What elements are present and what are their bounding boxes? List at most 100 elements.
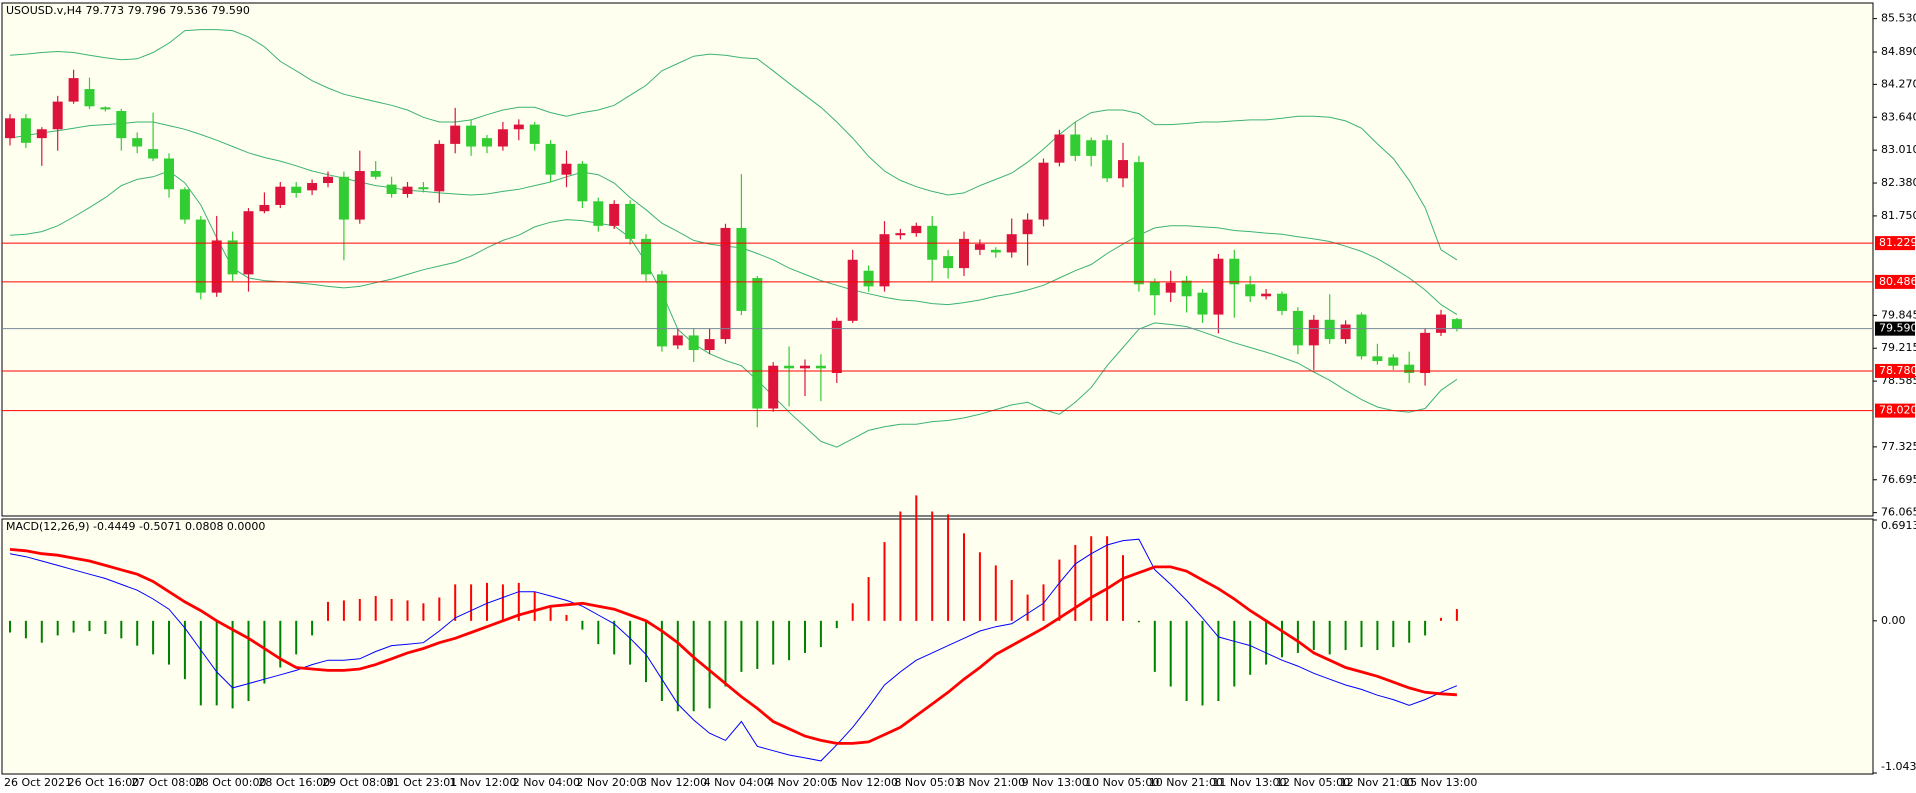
candle-body bbox=[132, 138, 143, 147]
x-tick-label: 26 Oct 16:00 bbox=[68, 776, 140, 789]
candle-body bbox=[20, 118, 31, 143]
y-tick-label: 85.530 bbox=[1881, 12, 1916, 25]
x-tick-label: 12 Nov 05:00 bbox=[1276, 776, 1350, 789]
x-tick-label: 1 Nov 12:00 bbox=[449, 776, 516, 789]
price-panel bbox=[1, 2, 1874, 517]
y-tick-label: 79.845 bbox=[1881, 308, 1916, 321]
x-tick-label: 9 Nov 13:00 bbox=[1022, 776, 1089, 789]
candle-body bbox=[323, 176, 333, 184]
y-tick-label: 82.380 bbox=[1881, 176, 1916, 189]
level-label: 78.020 bbox=[1879, 404, 1916, 417]
x-tick-label: 10 Nov 05:00 bbox=[1085, 776, 1159, 789]
candle-body bbox=[227, 240, 238, 275]
candle-body bbox=[1149, 281, 1160, 296]
candle-body bbox=[1022, 219, 1033, 235]
candle-body bbox=[386, 184, 397, 194]
candle-body bbox=[1229, 258, 1240, 285]
candle-body bbox=[1181, 280, 1192, 297]
candle-body bbox=[100, 107, 111, 110]
candle-body bbox=[561, 163, 572, 175]
candle-body bbox=[259, 204, 270, 212]
x-tick-label: 3 Nov 12:00 bbox=[640, 776, 707, 789]
indicator-line bbox=[9, 548, 1457, 745]
candle-body bbox=[831, 320, 842, 374]
candle-body bbox=[672, 335, 683, 346]
candle-body bbox=[116, 111, 127, 139]
candle-body bbox=[275, 186, 286, 205]
x-tick-label: 4 Nov 20:00 bbox=[767, 776, 834, 789]
candle-body bbox=[1102, 140, 1113, 179]
x-tick-label: 4 Nov 04:00 bbox=[704, 776, 771, 789]
candle-body bbox=[1197, 292, 1208, 315]
candle-body bbox=[593, 201, 604, 226]
candle-body bbox=[1261, 293, 1272, 297]
x-tick-label: 11 Nov 13:00 bbox=[1212, 776, 1286, 789]
level-label: 78.780 bbox=[1879, 364, 1916, 377]
y-tick-label: 0.00 bbox=[1881, 614, 1906, 627]
y-tick-label: 76.695 bbox=[1881, 473, 1916, 486]
candle-body bbox=[784, 365, 795, 369]
candle-body bbox=[1086, 140, 1097, 156]
candle-body bbox=[338, 176, 349, 220]
y-tick-label: 76.065 bbox=[1881, 506, 1916, 519]
candle-body bbox=[959, 238, 969, 269]
y-tick-label: 84.270 bbox=[1881, 77, 1916, 90]
x-tick-label: 26 Oct 2021 bbox=[4, 776, 72, 789]
candle-body bbox=[434, 143, 445, 192]
candle-body bbox=[52, 101, 63, 130]
candle-body bbox=[1388, 357, 1399, 366]
macd-title: MACD(12,26,9) -0.4449 -0.5071 0.0808 0.0… bbox=[6, 520, 265, 533]
candle-body bbox=[148, 149, 159, 159]
candle-body bbox=[752, 278, 763, 409]
candle-body bbox=[720, 227, 731, 340]
candle-body bbox=[974, 244, 985, 250]
candle-body bbox=[84, 89, 95, 107]
level-label-box bbox=[1875, 363, 1915, 378]
level-label-box bbox=[1875, 274, 1915, 289]
candle-body bbox=[704, 339, 715, 351]
candle-body bbox=[370, 171, 381, 177]
y-tick-label: 77.325 bbox=[1881, 440, 1916, 453]
level-label: 80.486 bbox=[1879, 275, 1916, 288]
y-tick-label: 79.215 bbox=[1881, 341, 1916, 354]
candle-body bbox=[164, 158, 174, 190]
y-tick-label: -1.0432 bbox=[1881, 760, 1916, 773]
candle-body bbox=[1213, 258, 1224, 315]
candle-body bbox=[1277, 293, 1287, 311]
level-label: 81.229 bbox=[1879, 236, 1916, 249]
chart-title: USOUSD.v,H4 79.773 79.796 79.536 79.590 bbox=[6, 4, 250, 17]
candle-body bbox=[1292, 310, 1303, 346]
candle-body bbox=[641, 238, 651, 275]
candle-body bbox=[1133, 162, 1144, 285]
candle-body bbox=[688, 335, 699, 351]
x-tick-label: 28 Oct 00:00 bbox=[195, 776, 267, 789]
candle-body bbox=[577, 163, 588, 202]
candle-body bbox=[5, 118, 15, 139]
candle-body bbox=[768, 365, 779, 409]
candle-body bbox=[195, 219, 206, 293]
candle-body bbox=[1070, 134, 1081, 156]
candle-body bbox=[895, 233, 906, 236]
candle-body bbox=[1054, 134, 1065, 163]
candle-body bbox=[815, 365, 826, 369]
candle-body bbox=[625, 203, 636, 239]
candle-body bbox=[1420, 332, 1431, 374]
candle-body bbox=[513, 124, 524, 130]
x-tick-label: 15 Nov 13:00 bbox=[1403, 776, 1477, 789]
candle-body bbox=[1356, 314, 1367, 357]
candle-body bbox=[179, 189, 190, 220]
candle-body bbox=[609, 203, 620, 226]
level-label-box bbox=[1875, 236, 1915, 251]
candle-body bbox=[211, 240, 222, 293]
x-tick-label: 5 Nov 12:00 bbox=[831, 776, 898, 789]
x-tick-label: 27 Oct 08:00 bbox=[131, 776, 203, 789]
candle-body bbox=[402, 186, 413, 194]
candle-body bbox=[529, 124, 540, 144]
candle-body bbox=[1165, 282, 1176, 293]
candle-body bbox=[990, 249, 1001, 253]
candle-body bbox=[943, 256, 954, 269]
candle-body bbox=[545, 143, 556, 175]
x-tick-label: 2 Nov 20:00 bbox=[576, 776, 643, 789]
